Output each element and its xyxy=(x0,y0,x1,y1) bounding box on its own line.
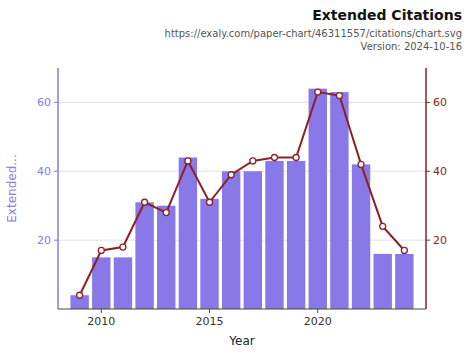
bar xyxy=(244,171,262,309)
y-tick xyxy=(54,171,58,172)
grid-line xyxy=(58,171,426,172)
line-marker xyxy=(163,210,169,216)
x-tick-label: 2010 xyxy=(87,315,115,328)
bar xyxy=(200,199,218,309)
line-marker xyxy=(271,155,277,161)
x-axis-label: Year xyxy=(228,334,254,348)
bar xyxy=(330,92,348,309)
bar xyxy=(157,206,175,309)
line-marker xyxy=(142,199,148,205)
bar xyxy=(374,254,392,309)
line-marker xyxy=(336,93,342,99)
line-marker xyxy=(250,158,256,164)
y-tick-label: 40 xyxy=(37,165,51,178)
y2-tick xyxy=(426,102,430,103)
y-tick-label: 60 xyxy=(37,96,51,109)
line xyxy=(80,92,405,295)
bar xyxy=(265,161,283,309)
chart: Extended Citations https://exaly.com/pape… xyxy=(0,0,474,355)
line-marker xyxy=(77,292,83,298)
y-tick-label: 20 xyxy=(37,234,51,247)
bar xyxy=(222,171,240,309)
line-marker xyxy=(358,161,364,167)
line-marker xyxy=(228,172,234,178)
y-tick xyxy=(54,102,58,103)
bar xyxy=(309,89,327,309)
x-tick-label: 2015 xyxy=(196,315,224,328)
subtitle: Version: 2024-10-16 xyxy=(361,41,462,52)
x-tick xyxy=(101,309,102,313)
line-marker xyxy=(315,89,321,95)
line-marker xyxy=(98,247,104,253)
line-marker xyxy=(293,155,299,161)
subtitle: https://exaly.com/paper-chart/46311557/c… xyxy=(165,28,462,39)
y2-tick xyxy=(426,171,430,172)
x-axis-line xyxy=(58,309,426,310)
y2-tick-label: 60 xyxy=(433,96,447,109)
bar xyxy=(179,158,197,309)
x-tick xyxy=(317,309,318,313)
bar xyxy=(395,254,413,309)
bar xyxy=(114,257,132,309)
grid-line xyxy=(58,102,426,103)
x-tick xyxy=(209,309,210,313)
y2-tick-label: 40 xyxy=(433,165,447,178)
line-marker xyxy=(185,158,191,164)
x-tick-label: 2020 xyxy=(304,315,332,328)
grid-line xyxy=(58,240,426,241)
plot-area xyxy=(70,89,413,309)
line-marker xyxy=(207,199,213,205)
line-marker xyxy=(120,244,126,250)
y-tick xyxy=(54,240,58,241)
y2-tick-label: 20 xyxy=(433,234,447,247)
bar xyxy=(135,202,153,309)
line-marker xyxy=(401,247,407,253)
bar xyxy=(287,161,305,309)
y2-tick xyxy=(426,240,430,241)
line-marker xyxy=(380,223,386,229)
title: Extended Citations xyxy=(312,7,462,23)
y2-axis-line xyxy=(425,68,427,309)
y-axis-line xyxy=(57,68,59,309)
bar xyxy=(352,164,370,309)
y-axis-label: Extended... xyxy=(5,154,19,222)
